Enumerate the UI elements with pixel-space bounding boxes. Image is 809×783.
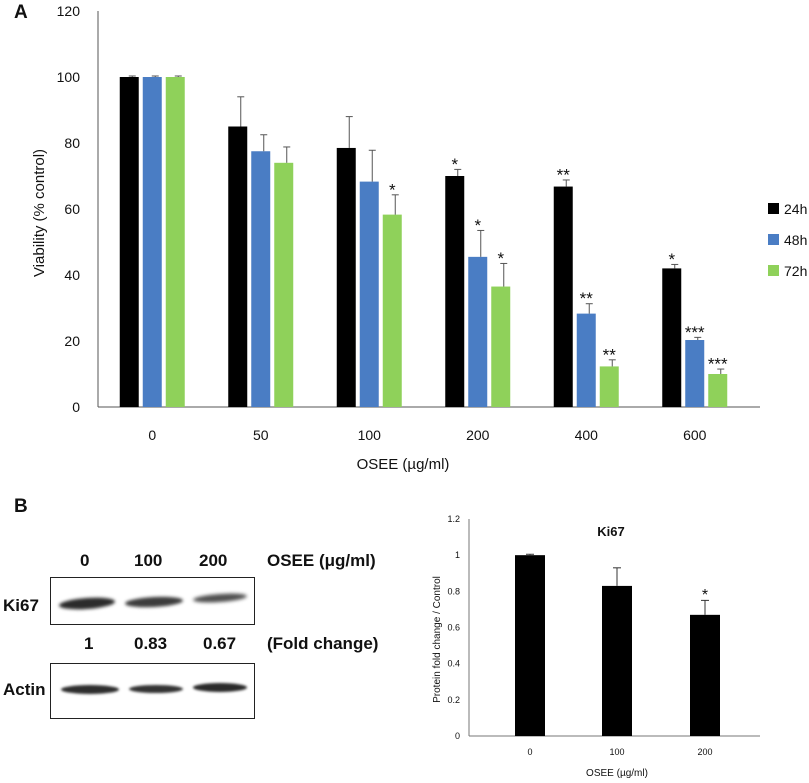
ki67-blot-image bbox=[50, 577, 255, 625]
ki67-bar-200 bbox=[690, 614, 720, 736]
legend-swatch-48h bbox=[768, 234, 779, 245]
fold-value-lane-1: 1 bbox=[84, 634, 94, 653]
ki67-y-tick-label: 1 bbox=[455, 550, 460, 560]
fold-value-lane-2: 0.83 bbox=[134, 634, 168, 653]
y-tick-label-100: 100 bbox=[57, 69, 81, 85]
x-tick-label-200: 200 bbox=[466, 427, 490, 443]
x-axis-label: OSEE (µg/ml) bbox=[357, 456, 450, 473]
bar-72h-400 bbox=[599, 366, 619, 407]
panel-a-letter: A bbox=[14, 2, 28, 23]
bar-24h-400 bbox=[553, 186, 573, 407]
ki67-y-tick-label: 0.2 bbox=[447, 695, 460, 705]
viability-bar-chart: 0 20 40 60 80 100 120 Viability (% control) OSEE… bbox=[31, 3, 807, 473]
blot-lane-label-0: 0 bbox=[80, 551, 90, 570]
ki67-y-axis-label: Protein fold change / Control bbox=[432, 576, 443, 703]
significance-72h-600: *** bbox=[708, 355, 728, 374]
x-tick-label-0: 0 bbox=[148, 427, 156, 443]
significance-24h-400: ** bbox=[557, 165, 571, 184]
ki67-x-tick-label-100: 100 bbox=[609, 747, 624, 757]
y-tick-label-120: 120 bbox=[57, 3, 81, 19]
legend-swatch-24h bbox=[768, 203, 779, 214]
bar-48h-100 bbox=[359, 181, 379, 407]
x-tick-label-600: 600 bbox=[683, 427, 707, 443]
significance-24h-600: * bbox=[668, 250, 675, 269]
ki67-bar-100 bbox=[602, 585, 632, 736]
actin-band-lane-3 bbox=[193, 683, 247, 692]
significance-72h-200: * bbox=[497, 249, 504, 268]
fold-value-lane-3: 0.67 bbox=[203, 634, 237, 653]
blot-condition-label: OSEE (μg/ml) bbox=[267, 551, 376, 570]
bar-48h-600 bbox=[685, 340, 705, 407]
bar-24h-100 bbox=[336, 147, 356, 407]
bar-72h-0 bbox=[165, 77, 185, 407]
legend-swatch-72h bbox=[768, 265, 779, 276]
y-tick-label-20: 20 bbox=[64, 333, 80, 349]
ki67-band-lane-1 bbox=[58, 596, 116, 611]
y-tick-label-60: 60 bbox=[64, 201, 80, 217]
bar-48h-200 bbox=[468, 256, 488, 407]
y-tick-label-40: 40 bbox=[64, 267, 80, 283]
x-tick-label-100: 100 bbox=[358, 427, 382, 443]
significance-24h-200: * bbox=[451, 155, 458, 174]
bar-48h-400 bbox=[576, 313, 596, 407]
y-tick-label-80: 80 bbox=[64, 135, 80, 151]
fold-change-label: (Fold change) bbox=[267, 634, 379, 653]
ki67-y-tick-label: 0 bbox=[455, 731, 460, 741]
x-tick-label-400: 400 bbox=[575, 427, 599, 443]
legend-label-48h: 48h bbox=[784, 232, 807, 248]
significance-72h-400: ** bbox=[603, 345, 617, 364]
significance-48h-400: ** bbox=[580, 289, 594, 308]
bar-72h-50 bbox=[274, 162, 294, 407]
blot-lane-label-100: 100 bbox=[134, 551, 163, 570]
legend-label-24h: 24h bbox=[784, 201, 807, 217]
ki67-y-tick-label: 0.8 bbox=[447, 586, 460, 596]
blot-row-label-actin: Actin bbox=[3, 680, 46, 699]
x-tick-label-50: 50 bbox=[253, 427, 269, 443]
actin-band-lane-1 bbox=[61, 685, 119, 694]
ki67-band-lane-3 bbox=[192, 592, 248, 604]
blot-lane-label-200: 200 bbox=[199, 551, 228, 570]
bar-72h-100 bbox=[382, 214, 402, 407]
bar-24h-0 bbox=[119, 77, 139, 407]
panel-b-letter: B bbox=[14, 496, 28, 517]
ki67-y-tick-label: 0.4 bbox=[447, 659, 460, 669]
actin-blot-image bbox=[50, 663, 255, 719]
ki67-y-tick-label: 1.2 bbox=[447, 514, 460, 524]
ki67-x-axis-label: OSEE (µg/ml) bbox=[586, 768, 648, 779]
bar-72h-600 bbox=[708, 374, 728, 407]
legend-label-72h: 72h bbox=[784, 263, 807, 279]
ki67-chart-title: Ki67 bbox=[597, 524, 624, 539]
significance-48h-600: *** bbox=[685, 323, 705, 342]
ki67-bar-0 bbox=[515, 555, 545, 736]
bar-48h-0 bbox=[142, 77, 162, 407]
y-axis-label: Viability (% control) bbox=[31, 149, 48, 277]
ki67-x-tick-label-0: 0 bbox=[527, 747, 532, 757]
bar-72h-200 bbox=[491, 286, 511, 407]
y-tick-label-0: 0 bbox=[72, 399, 80, 415]
ki67-band-lane-2 bbox=[124, 595, 184, 609]
bar-48h-50 bbox=[251, 151, 271, 407]
actin-band-lane-2 bbox=[129, 685, 183, 693]
bar-24h-50 bbox=[228, 126, 248, 407]
ki67-significance-200: * bbox=[702, 587, 708, 604]
bar-24h-200 bbox=[445, 176, 465, 407]
ki67-y-tick-label: 0.6 bbox=[447, 623, 460, 633]
ki67-x-tick-label-200: 200 bbox=[697, 747, 712, 757]
bar-24h-600 bbox=[662, 268, 682, 407]
blot-row-label-ki67: Ki67 bbox=[3, 596, 39, 615]
significance-48h-200: * bbox=[474, 216, 481, 235]
significance-72h-100: * bbox=[389, 180, 396, 199]
